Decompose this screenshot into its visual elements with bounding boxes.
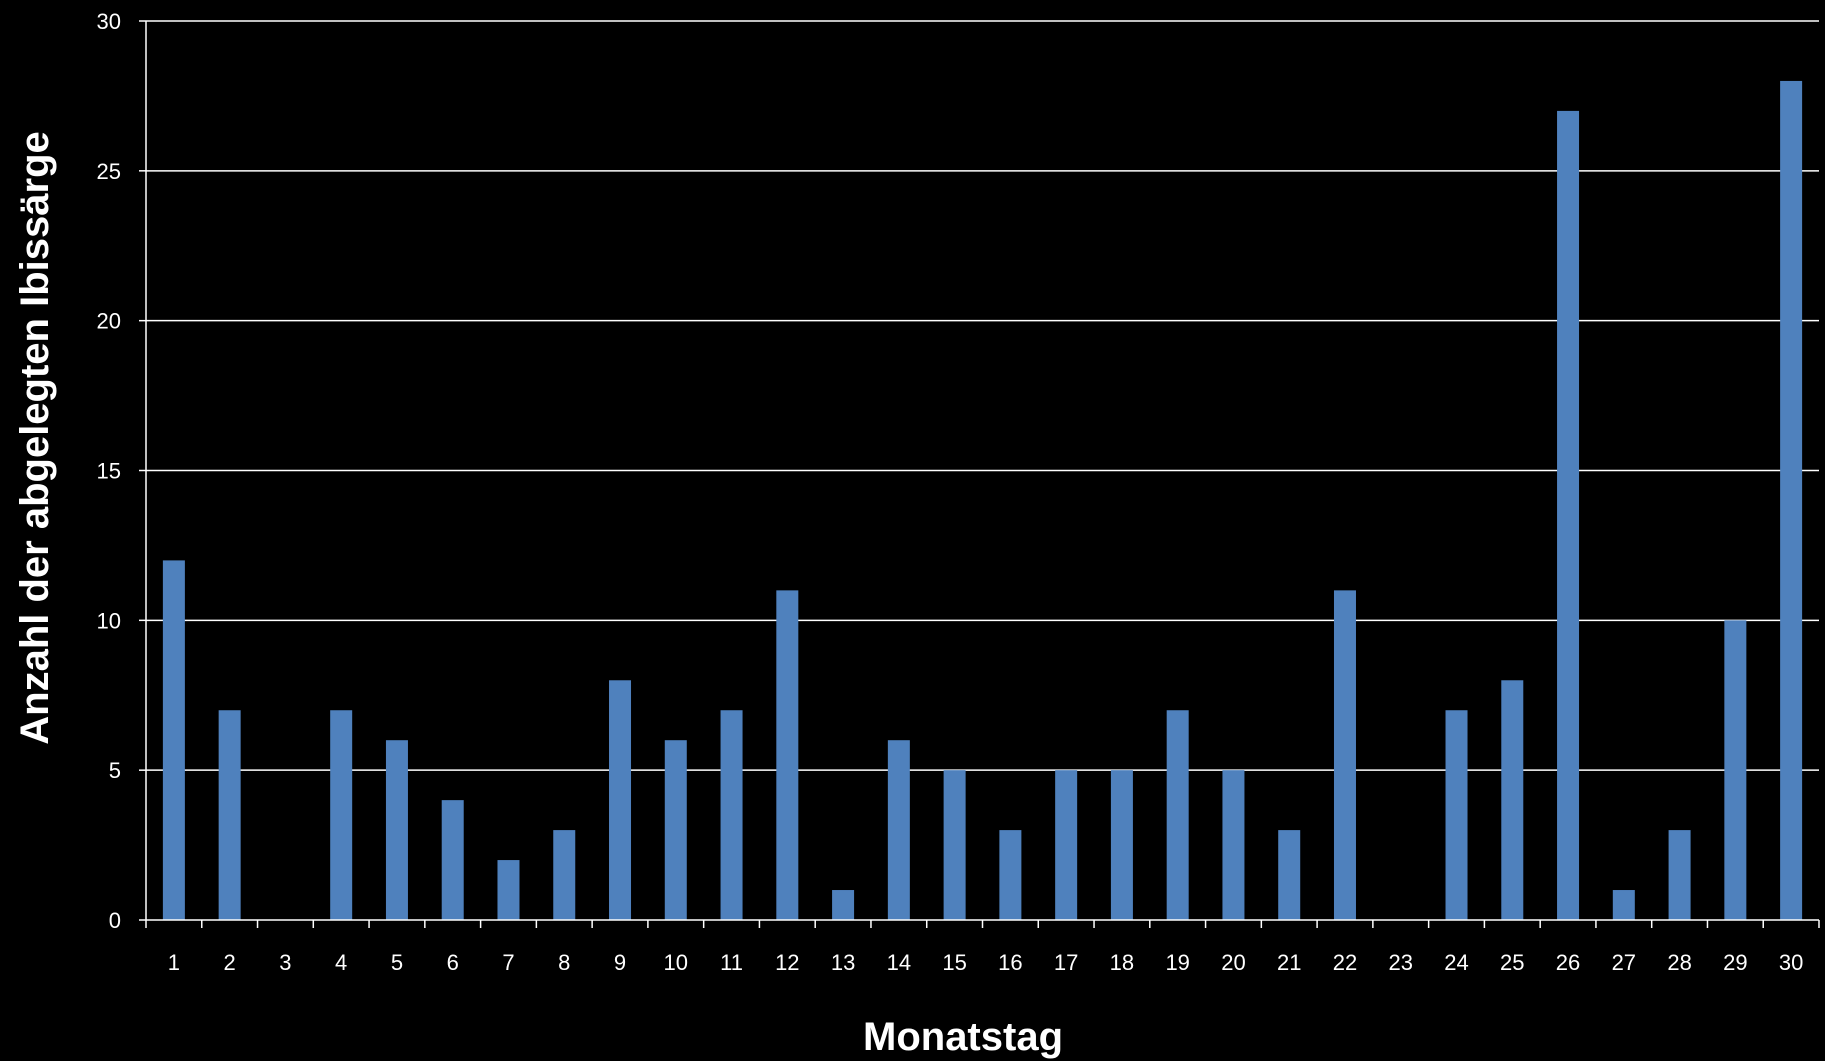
y-tick-labels: 0 5 10 15 20 25 30: [97, 9, 121, 933]
bar-day-8: [553, 830, 576, 920]
x-tick-label: 5: [391, 950, 403, 975]
x-tick-label: 1: [168, 950, 180, 975]
y-tick-label: 25: [97, 159, 121, 184]
x-tick-label: 30: [1779, 950, 1803, 975]
bar-day-17: [1055, 770, 1078, 920]
x-tick-label: 21: [1277, 950, 1301, 975]
y-axis-title: Anzahl der abgelegten Ibissärge: [13, 131, 57, 745]
x-tick-label: 25: [1500, 950, 1524, 975]
x-tick-label: 15: [942, 950, 966, 975]
bar-day-19: [1166, 710, 1189, 920]
bar-day-14: [887, 740, 910, 920]
x-tick-label: 27: [1612, 950, 1636, 975]
x-tick-label: 13: [831, 950, 855, 975]
bar-day-11: [720, 710, 743, 920]
bar-day-29: [1724, 620, 1747, 920]
x-tick-label: 4: [335, 950, 347, 975]
bar-day-9: [609, 680, 632, 920]
bar-day-25: [1501, 680, 1524, 920]
bar-day-30: [1780, 80, 1803, 920]
x-tick-label: 9: [614, 950, 626, 975]
bar-day-18: [1110, 770, 1133, 920]
x-tick-label: 29: [1723, 950, 1747, 975]
x-tick-label: 24: [1444, 950, 1468, 975]
x-tick-label: 17: [1054, 950, 1078, 975]
x-tick-label: 12: [775, 950, 799, 975]
x-axis-title: Monatstag: [863, 1015, 1063, 1059]
x-tick-label: 20: [1221, 950, 1245, 975]
x-tick-label: 8: [558, 950, 570, 975]
x-tick-label: 26: [1556, 950, 1580, 975]
x-tick-label: 10: [664, 950, 688, 975]
bars: [162, 80, 1803, 920]
x-tick-label: 3: [279, 950, 291, 975]
x-tick-labels: 1 2 3 4 5 6 7 8 9 10 11 12 13 14 15 16 17 18 19 20 21 22 23 24 2…: [168, 950, 1804, 975]
bar-day-16: [999, 830, 1022, 920]
y-tick-label: 15: [97, 459, 121, 484]
gridlines: [146, 20, 1819, 771]
x-tick-label: 2: [224, 950, 236, 975]
bar-day-7: [497, 860, 520, 920]
bar-day-10: [664, 740, 687, 920]
bar-day-1: [162, 560, 185, 920]
x-tick-label: 7: [502, 950, 514, 975]
bar-day-15: [943, 770, 966, 920]
bar-day-13: [832, 890, 855, 920]
bar-day-24: [1445, 710, 1468, 920]
bar-day-27: [1612, 890, 1635, 920]
bar-day-2: [218, 710, 241, 920]
bar-day-21: [1278, 830, 1301, 920]
y-tick-label: 0: [109, 908, 121, 933]
bar-day-28: [1668, 830, 1691, 920]
y-tick-label: 10: [97, 608, 121, 633]
y-tick-label: 20: [97, 309, 121, 334]
y-tick-label: 30: [97, 9, 121, 34]
x-tick-label: 28: [1667, 950, 1691, 975]
bar-day-12: [776, 590, 799, 920]
x-axis: [145, 919, 1820, 928]
bar-day-22: [1333, 590, 1356, 920]
x-tick-label: 16: [998, 950, 1022, 975]
bar-day-4: [330, 710, 353, 920]
x-tick-label: 18: [1110, 950, 1134, 975]
x-tick-label: 11: [720, 950, 743, 975]
x-tick-label: 14: [887, 950, 911, 975]
bar-day-5: [385, 740, 408, 920]
x-tick-label: 22: [1333, 950, 1357, 975]
bar-day-26: [1557, 110, 1580, 920]
x-tick-label: 19: [1165, 950, 1189, 975]
y-tick-label: 5: [109, 758, 121, 783]
bar-day-20: [1222, 770, 1245, 920]
bar-day-6: [441, 800, 464, 920]
y-axis: [139, 20, 147, 921]
x-tick-label: 23: [1389, 950, 1413, 975]
x-tick-label: 6: [447, 950, 459, 975]
